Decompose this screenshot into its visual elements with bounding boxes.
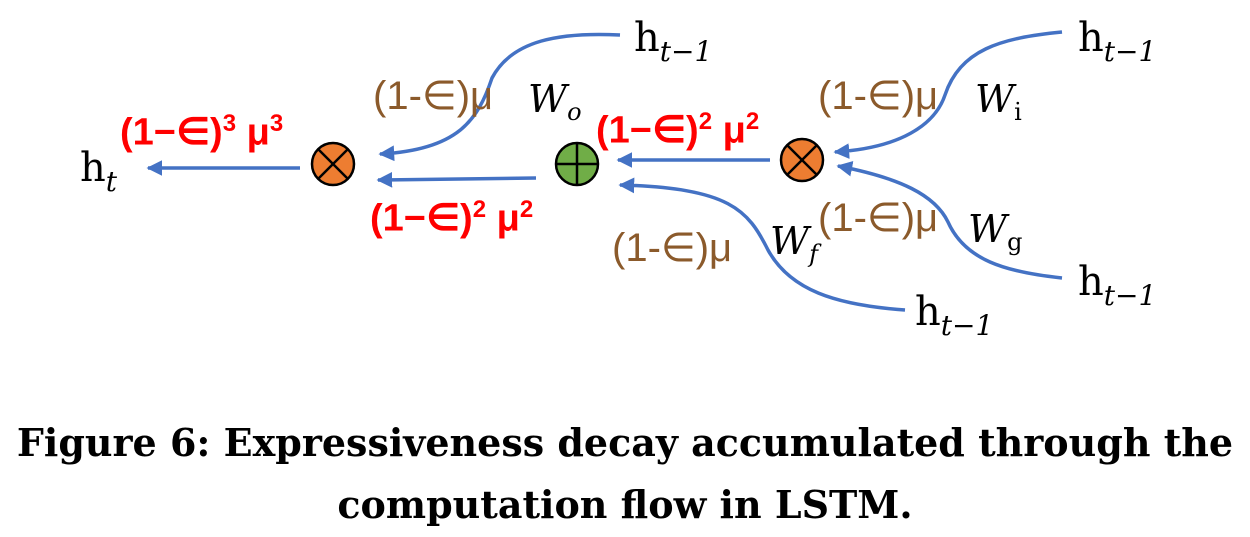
multiply-node-input [779, 137, 825, 183]
figure-caption: Figure 6: Expressiveness decay accumulat… [0, 412, 1250, 536]
weight-wi-label: Wi [975, 77, 1022, 126]
decay-label-wo: (1-∈)μ [373, 74, 494, 118]
lstm-decay-diagram: ht ht−1 ht−1 ht−1 ht−1 Wo Wi Wg Wf (1-∈)… [80, 15, 1157, 342]
caption-line-1: Figure 6: Expressiveness decay accumulat… [16, 420, 1234, 465]
arrow-add-to-output-gate [376, 171, 537, 188]
diagram-canvas [146, 30, 1063, 312]
arrow-wg-input [836, 160, 1063, 280]
decay-label-wf: (1-∈)μ [612, 226, 733, 270]
decay-label-wg: (1-∈)μ [818, 196, 939, 240]
add-node [554, 141, 600, 187]
weight-wo-label: Wo [528, 77, 582, 126]
input-label-wg: ht−1 [1078, 259, 1157, 312]
weight-wg-label: Wg [968, 207, 1023, 256]
decay-cubed-label: (1−∈)3 μ3 [120, 110, 284, 154]
input-label-wo: ht−1 [634, 15, 713, 68]
input-label-wf: ht−1 [915, 289, 994, 342]
decay-label-wi: (1-∈)μ [818, 74, 939, 118]
caption-line-2: computation flow in LSTM. [337, 482, 913, 527]
multiply-node-output [310, 141, 356, 187]
arrow-wo-input [378, 32, 621, 162]
output-ht-label: ht [80, 145, 118, 198]
input-label-wi: ht−1 [1078, 15, 1157, 68]
weight-wf-label: Wf [770, 219, 818, 268]
arrow-wi-input [833, 30, 1063, 159]
decay-squared-label-top: (1−∈)2 μ2 [596, 108, 760, 152]
decay-squared-label-bottom: (1−∈)2 μ2 [370, 196, 534, 240]
arrow-wf-input [618, 177, 906, 312]
